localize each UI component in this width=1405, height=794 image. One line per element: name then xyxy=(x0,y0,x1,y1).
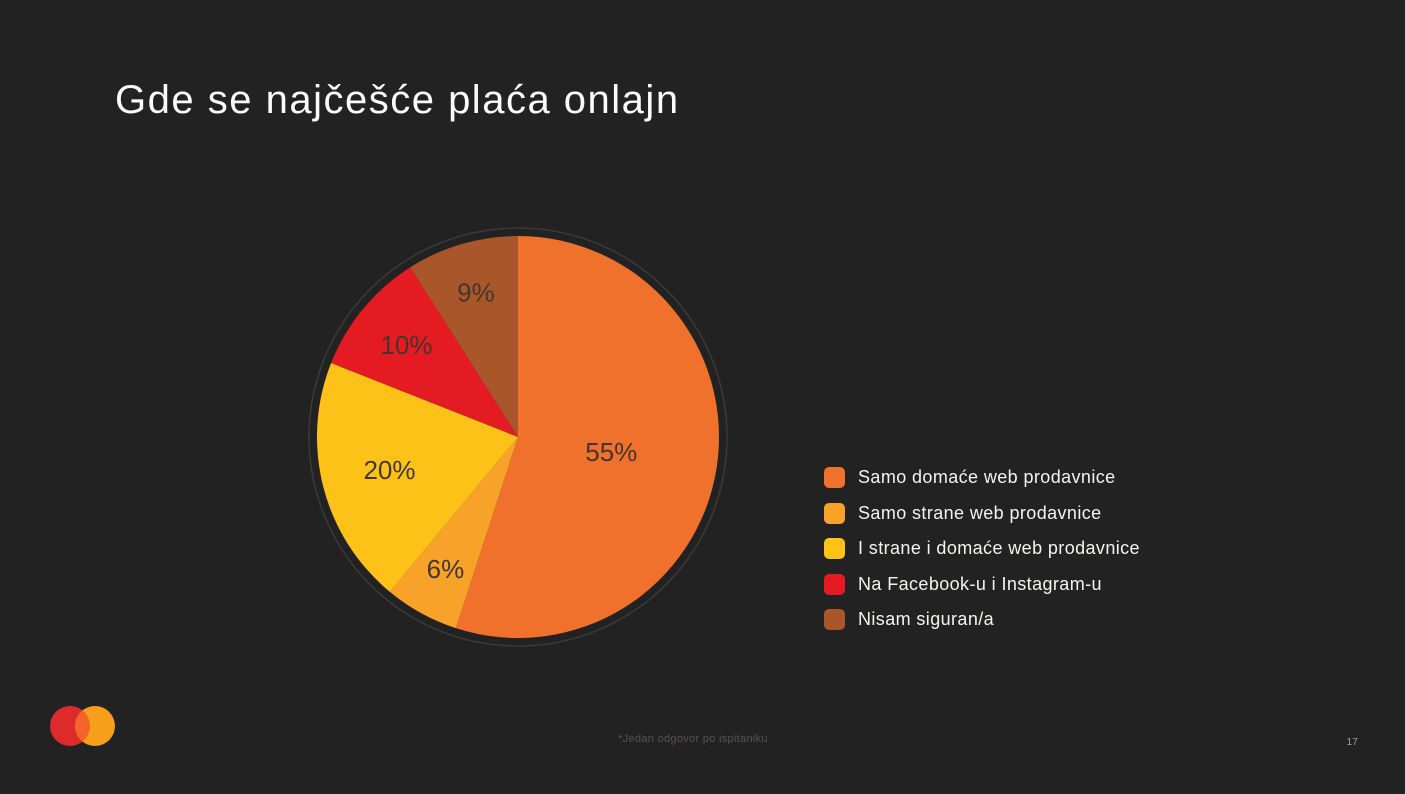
pie-slice-1 xyxy=(389,437,518,629)
legend-item-1: Samo strane web prodavnice xyxy=(824,502,1140,524)
mastercard-logo-svg xyxy=(50,706,115,746)
legend-swatch-4 xyxy=(824,609,845,631)
pie-slice-4 xyxy=(410,236,518,437)
legend-label-1: Samo strane web prodavnice xyxy=(858,502,1102,523)
legend-item-4: Nisam siguran/a xyxy=(824,609,1140,631)
legend-swatch-1 xyxy=(824,502,845,524)
pie-slice-label-2: 20% xyxy=(363,455,415,485)
mastercard-logo xyxy=(40,696,130,756)
pie-slice-2 xyxy=(316,363,518,592)
legend-label-4: Nisam siguran/a xyxy=(858,609,995,630)
footnote: *Jedan odgovor po ispitaniku xyxy=(618,733,768,745)
legend-item-2: I strane i domaće web prodavnice xyxy=(824,538,1140,560)
legend-swatch-0 xyxy=(824,467,845,488)
pie-slice-label-3: 10% xyxy=(380,330,432,360)
pie-slice-label-4: 9% xyxy=(457,277,495,307)
pie-slice-3 xyxy=(331,267,518,437)
slide-title: Gde se najčešće plaća onlajn xyxy=(115,78,680,122)
legend-label-3: Na Facebook-u i Instagram-u xyxy=(858,573,1102,594)
page-number: 17 xyxy=(1346,736,1358,748)
logo-overlap-lens xyxy=(75,706,90,746)
legend-item-3: Na Facebook-u i Instagram-u xyxy=(824,573,1140,595)
pie-chart: 55% 6% 20% 10% 9% xyxy=(298,217,738,657)
legend-label-0: Samo domaće web prodavnice xyxy=(858,467,1116,487)
pie-outline-ring xyxy=(308,227,728,647)
pie-slice-label-1: 6% xyxy=(427,554,465,584)
pie-slice-0 xyxy=(455,236,720,638)
chart-legend: Samo domaće web prodavnice Samo strane we… xyxy=(824,467,1140,631)
legend-swatch-2 xyxy=(824,538,845,560)
legend-swatch-3 xyxy=(824,573,845,595)
legend-label-2: I strane i domaće web prodavnice xyxy=(858,538,1140,559)
legend-item-0: Samo domaće web prodavnice xyxy=(824,467,1140,488)
pie-slice-label-0: 55% xyxy=(585,437,637,467)
pie-chart-svg: 55% 6% 20% 10% 9% xyxy=(308,227,728,647)
